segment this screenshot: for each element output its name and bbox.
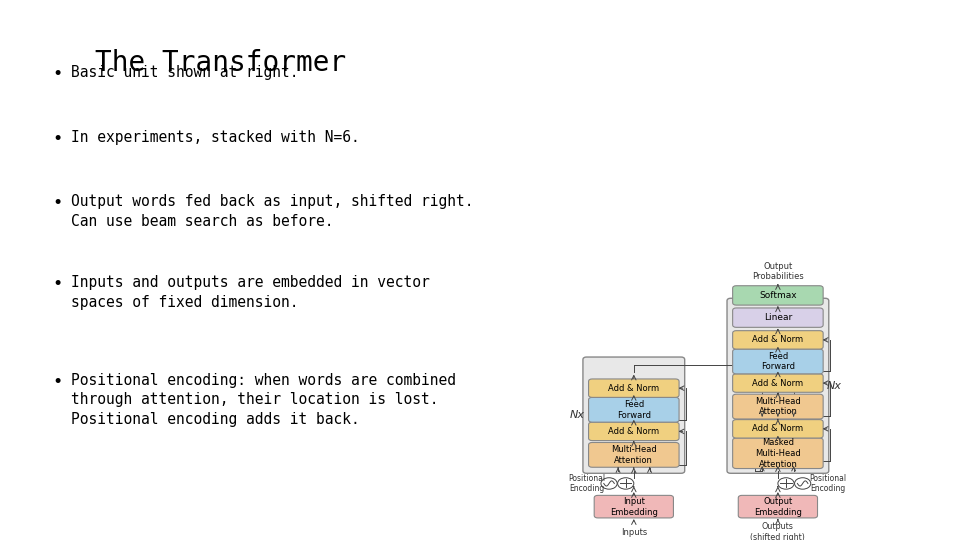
- FancyBboxPatch shape: [733, 394, 823, 419]
- FancyBboxPatch shape: [582, 357, 685, 473]
- Text: Output
Probabilities: Output Probabilities: [752, 262, 804, 281]
- Text: Add & Norm: Add & Norm: [752, 335, 804, 345]
- Text: Add & Norm: Add & Norm: [608, 427, 659, 436]
- Text: Feed
Forward: Feed Forward: [761, 352, 795, 372]
- Text: In experiments, stacked with N=6.: In experiments, stacked with N=6.: [71, 130, 360, 145]
- Text: •: •: [53, 275, 63, 293]
- FancyBboxPatch shape: [739, 495, 817, 518]
- Text: Output
Embedding: Output Embedding: [754, 497, 802, 517]
- Text: •: •: [53, 373, 63, 390]
- Circle shape: [601, 478, 617, 489]
- FancyBboxPatch shape: [733, 286, 823, 305]
- Text: Positional
Encoding: Positional Encoding: [809, 474, 846, 493]
- Text: •: •: [53, 65, 63, 83]
- Text: Output words fed back as input, shifted right.
Can use beam search as before.: Output words fed back as input, shifted …: [71, 194, 473, 229]
- Text: Add & Norm: Add & Norm: [752, 424, 804, 433]
- Text: Positional
Encoding: Positional Encoding: [568, 474, 605, 493]
- Text: Outputs
(shifted right): Outputs (shifted right): [750, 522, 806, 540]
- FancyBboxPatch shape: [588, 379, 679, 397]
- Text: Masked
Multi-Head
Attention: Masked Multi-Head Attention: [755, 438, 801, 469]
- Text: Inputs: Inputs: [621, 528, 647, 537]
- FancyBboxPatch shape: [588, 442, 679, 467]
- Circle shape: [794, 478, 810, 489]
- FancyBboxPatch shape: [588, 397, 679, 422]
- Text: Add & Norm: Add & Norm: [752, 379, 804, 388]
- Text: The Transformer: The Transformer: [95, 49, 346, 77]
- Text: Softmax: Softmax: [759, 291, 797, 300]
- FancyBboxPatch shape: [733, 308, 823, 327]
- Circle shape: [778, 478, 794, 489]
- Text: Nx: Nx: [827, 381, 842, 391]
- FancyBboxPatch shape: [733, 420, 823, 438]
- FancyBboxPatch shape: [727, 298, 829, 473]
- Text: •: •: [53, 194, 63, 212]
- FancyBboxPatch shape: [594, 495, 673, 518]
- Text: Input
Embedding: Input Embedding: [610, 497, 658, 517]
- Text: Add & Norm: Add & Norm: [608, 383, 659, 393]
- Text: Nx: Nx: [570, 409, 585, 420]
- Text: Feed
Forward: Feed Forward: [617, 400, 650, 420]
- Text: Linear: Linear: [764, 313, 792, 322]
- FancyBboxPatch shape: [733, 349, 823, 374]
- FancyBboxPatch shape: [588, 422, 679, 441]
- FancyBboxPatch shape: [733, 438, 823, 469]
- Text: Basic unit shown at right.: Basic unit shown at right.: [71, 65, 299, 80]
- Text: Positional encoding: when words are combined
through attention, their location i: Positional encoding: when words are comb…: [71, 373, 456, 427]
- Text: •: •: [53, 130, 63, 147]
- FancyBboxPatch shape: [733, 330, 823, 349]
- Circle shape: [618, 478, 634, 489]
- Text: Multi-Head
Attention: Multi-Head Attention: [611, 445, 656, 465]
- Text: Multi-Head
Attention: Multi-Head Attention: [755, 397, 801, 416]
- Text: Inputs and outputs are embedded in vector
spaces of fixed dimension.: Inputs and outputs are embedded in vecto…: [71, 275, 430, 310]
- FancyBboxPatch shape: [733, 374, 823, 392]
